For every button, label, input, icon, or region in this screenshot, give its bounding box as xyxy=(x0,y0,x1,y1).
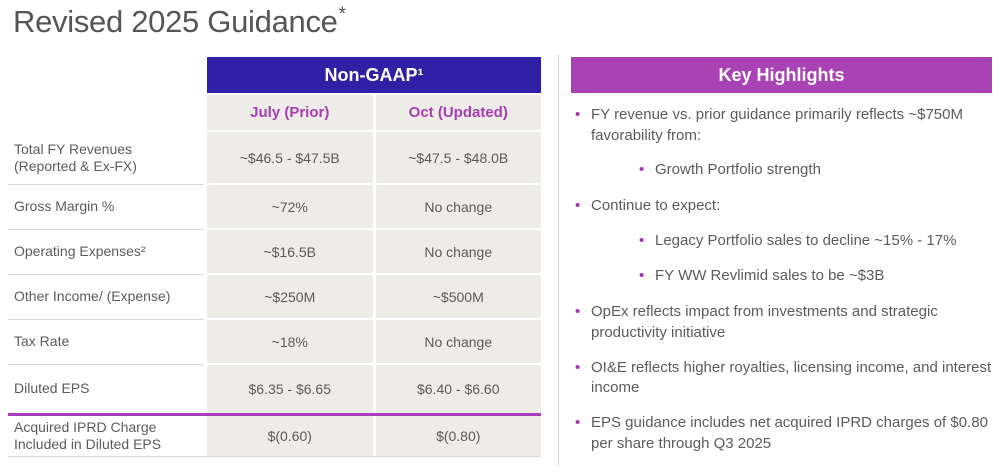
list-item: EPS guidance includes net acquired IPRD … xyxy=(571,413,992,454)
row-value-oct: No change xyxy=(375,320,541,365)
bullet-icon xyxy=(575,105,591,126)
list-item: OpEx reflects impact from investments an… xyxy=(571,302,992,343)
bullet-text: Legacy Portfolio sales to decline ~15% -… xyxy=(655,231,957,249)
table-header-spacer xyxy=(8,57,204,93)
page-title-text: Revised 2025 Guidance xyxy=(13,4,338,39)
row-label: Operating Expenses² xyxy=(8,230,204,275)
title-footnote-asterisk: * xyxy=(338,4,346,25)
row-label: Total FY Revenues (Reported & Ex-FX) xyxy=(8,132,204,185)
list-item: FY revenue vs. prior guidance primarily … xyxy=(571,105,992,146)
row-label: Tax Rate xyxy=(8,320,204,365)
list-item: Growth Portfolio strength xyxy=(635,160,992,181)
bullet-icon xyxy=(639,160,655,181)
bullet-text: FY revenue vs. prior guidance primarily … xyxy=(591,106,963,144)
list-item: Continue to expect: xyxy=(571,196,992,217)
table-row: Tax Rate ~18% No change xyxy=(8,320,541,365)
row-value-july: ~$16.5B xyxy=(207,230,373,275)
bullet-text: EPS guidance includes net acquired IPRD … xyxy=(591,413,988,452)
row-value-july: ~72% xyxy=(207,185,373,230)
bullet-icon xyxy=(575,196,591,217)
row-label: Gross Margin % xyxy=(8,185,204,230)
key-highlights-header: Key Highlights xyxy=(571,57,992,93)
table-row: Total FY Revenues (Reported & Ex-FX) ~$4… xyxy=(8,132,541,185)
row-value-oct: No change xyxy=(375,185,541,230)
table-row: Acquired IPRD Charge Included in Diluted… xyxy=(8,416,541,457)
subheader-spacer xyxy=(8,95,204,132)
table-row: Gross Margin % ~72% No change xyxy=(8,185,541,230)
row-value-oct: No change xyxy=(375,230,541,275)
page-title: Revised 2025 Guidance* xyxy=(13,4,346,40)
bullet-text: FY WW Revlimid sales to be ~$3B xyxy=(655,267,885,285)
row-value-july: $6.35 - $6.65 xyxy=(207,365,373,413)
bullet-text: OpEx reflects impact from investments an… xyxy=(591,303,938,341)
table-subheader-row: July (Prior) Oct (Updated) xyxy=(8,95,541,132)
list-item: Legacy Portfolio sales to decline ~15% -… xyxy=(635,231,992,252)
row-label: Acquired IPRD Charge Included in Diluted… xyxy=(14,418,162,453)
row-value-oct: $6.40 - $6.60 xyxy=(375,365,541,413)
row-value-oct: $(0.80) xyxy=(375,416,541,456)
bullet-icon xyxy=(575,302,591,323)
row-value-july: ~$46.5 - $47.5B xyxy=(207,132,373,185)
bullet-text: OI&E reflects higher royalties, licensin… xyxy=(591,358,992,397)
key-highlights-section: Key Highlights FY revenue vs. prior guid… xyxy=(571,57,992,468)
row-label: Diluted EPS xyxy=(14,380,90,397)
table-row: Operating Expenses² ~$16.5B No change xyxy=(8,230,541,275)
guidance-table: Non-GAAP¹ July (Prior) Oct (Updated) Tot… xyxy=(8,57,541,457)
table-row: Diluted EPS $6.35 - $6.65 $6.40 - $6.60 xyxy=(8,365,541,413)
row-value-oct: ~$500M xyxy=(375,275,541,320)
bullet-icon xyxy=(575,413,591,434)
row-value-oct: ~$47.5 - $48.0B xyxy=(375,132,541,185)
list-item: OI&E reflects higher royalties, licensin… xyxy=(571,358,992,399)
non-gaap-header: Non-GAAP¹ xyxy=(207,57,541,93)
bullet-icon xyxy=(639,266,655,287)
bullet-text: Continue to expect: xyxy=(591,197,721,215)
table-header-row: Non-GAAP¹ xyxy=(8,57,541,93)
accent-separator-line xyxy=(8,413,541,416)
vertical-divider xyxy=(558,55,559,466)
row-label: Other Income/ (Expense) xyxy=(8,275,204,320)
row-value-july: ~18% xyxy=(207,320,373,365)
table-row: Other Income/ (Expense) ~$250M ~$500M xyxy=(8,275,541,320)
bullet-icon xyxy=(575,358,591,379)
bullet-text: Growth Portfolio strength xyxy=(655,161,821,179)
column-header-oct: Oct (Updated) xyxy=(375,95,541,132)
row-value-july: ~$250M xyxy=(207,275,373,320)
bullet-icon xyxy=(639,231,655,252)
column-header-july: July (Prior) xyxy=(207,95,373,132)
row-value-july: $(0.60) xyxy=(207,416,373,456)
list-item: FY WW Revlimid sales to be ~$3B xyxy=(635,266,992,287)
